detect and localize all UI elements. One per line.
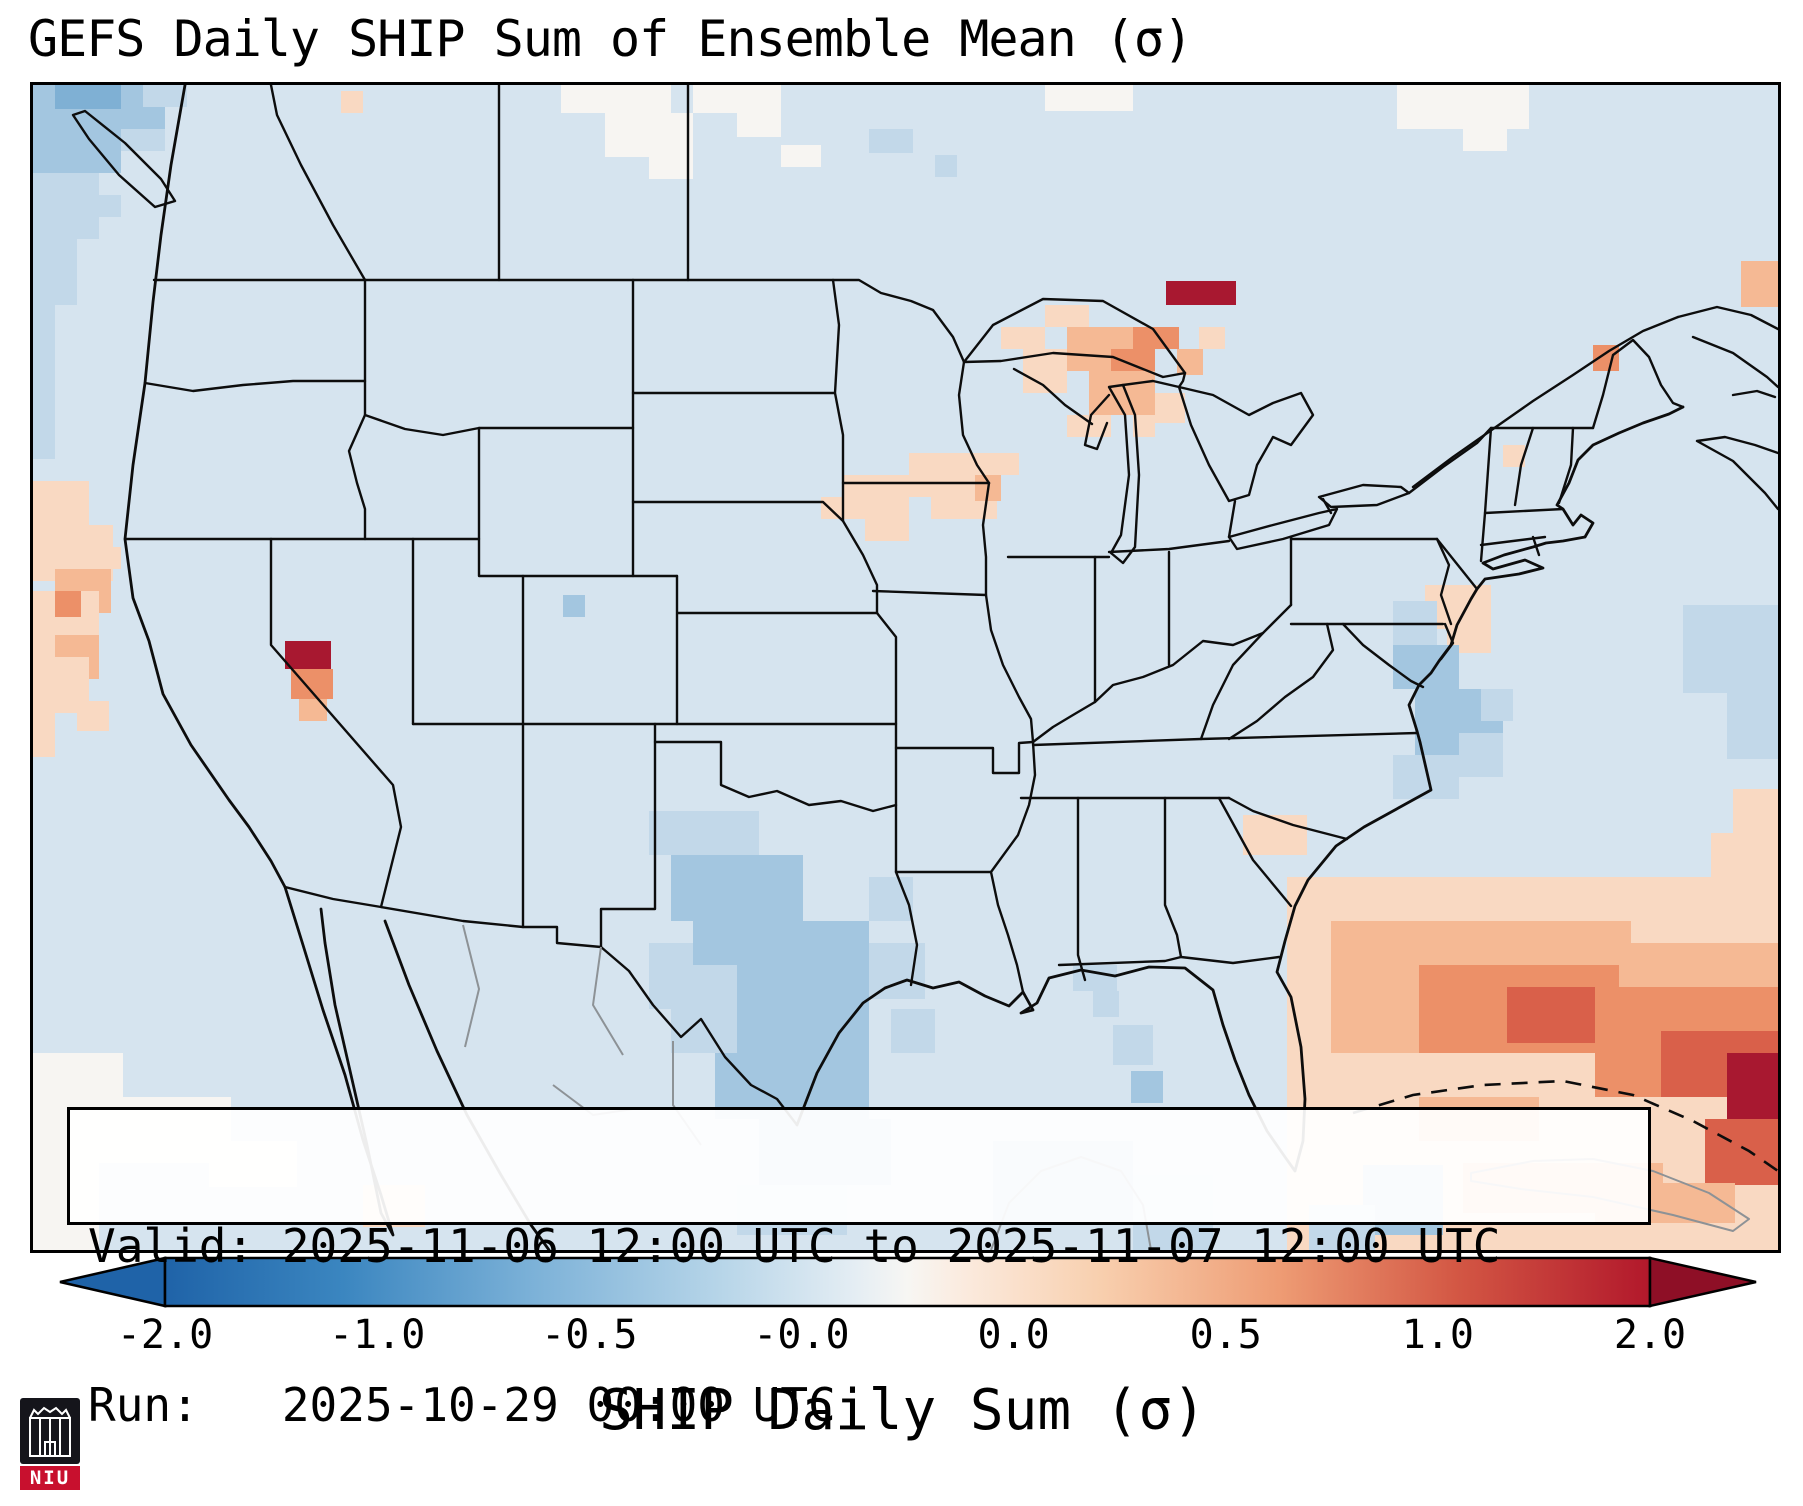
colorbar-tick: -0.5 (541, 1312, 638, 1358)
colorbar-gradient-bar (163, 1256, 1652, 1308)
anomaly-cell (1155, 393, 1185, 423)
anomaly-cell (33, 415, 55, 459)
international-borders (152, 85, 1778, 1127)
anomaly-cell (1507, 987, 1595, 1043)
colorbar (30, 1256, 1775, 1308)
maritime-boundary-dashed (1352, 1079, 1778, 1173)
anomaly-cell (1131, 1071, 1163, 1103)
anomaly-cell (121, 129, 165, 151)
anomaly-cell (33, 481, 89, 525)
anomaly-cell (1045, 305, 1089, 327)
anomaly-cell (143, 85, 187, 107)
page-title: GEFS Daily SHIP Sum of Ensemble Mean (σ) (28, 10, 1193, 68)
map: Valid: 2025-11-06 12:00 UTC to 2025-11-0… (30, 82, 1781, 1432)
anomaly-cell (693, 85, 781, 113)
anomaly-cell (1503, 445, 1525, 467)
colorbar-right-arrow (1648, 1256, 1757, 1308)
anomaly-cell (33, 713, 55, 757)
anomaly-cell (935, 155, 957, 177)
colorbar-tick: -2.0 (116, 1312, 214, 1358)
run-time-text: Run: 2025-10-29 00:00 UTC (88, 1378, 836, 1432)
colorbar-tick: -1.0 (328, 1312, 426, 1358)
anomaly-cell (1705, 1119, 1778, 1185)
anomaly-cell (1727, 693, 1778, 759)
colorbar-ticks: -2.0 -1.0 -0.5 -0.0 0.0 0.5 1.0 2.0 (30, 1312, 1775, 1362)
colorbar-tick: 0.5 (1189, 1312, 1262, 1358)
state-borders-east (1019, 426, 1575, 982)
anomaly-cell (99, 195, 121, 217)
anomaly-cell (891, 1009, 935, 1053)
anomaly-cell (1113, 1025, 1153, 1065)
anomaly-cell (1133, 327, 1179, 349)
anomaly-cell (1166, 281, 1236, 305)
anomaly-cell (1133, 415, 1155, 437)
anomaly-cell (55, 85, 121, 109)
anomaly-cell (1073, 965, 1117, 991)
anomaly-cell (1243, 815, 1307, 855)
anomaly-cell (1711, 833, 1778, 877)
anomaly-cell (341, 91, 363, 113)
anomaly-cell (1463, 129, 1507, 151)
anomaly-cell (1177, 349, 1203, 375)
anomaly-cell (1393, 645, 1459, 689)
anomaly-cell (77, 701, 109, 731)
anomaly-cell (1683, 605, 1778, 693)
state-borders-central (631, 278, 1293, 994)
anomaly-cell (605, 113, 693, 157)
anomaly-cell (781, 145, 821, 167)
anomaly-cell (291, 669, 333, 699)
anomaly-cell (99, 547, 121, 569)
anomaly-cell (1093, 991, 1119, 1017)
state-borders-west (123, 278, 898, 949)
anomaly-cell (55, 591, 81, 617)
anomaly-cell (1397, 85, 1529, 129)
anomaly-cell (865, 519, 909, 541)
anomaly-cell (975, 453, 1019, 475)
colorbar-canvas (59, 1256, 1757, 1308)
colorbar-axis-label: SHIP Daily Sum (σ) (599, 1378, 1206, 1443)
anomaly-cell (1199, 327, 1225, 349)
map-canvas (33, 85, 1778, 1250)
anomaly-cell (77, 217, 99, 239)
anomaly-cell (33, 305, 55, 415)
anomaly-cell (563, 595, 585, 617)
anomaly-cell (649, 943, 693, 1009)
anomaly-cell (299, 699, 327, 721)
anomaly-cell (649, 811, 759, 855)
niu-logo: NIU (20, 1398, 80, 1490)
anomaly-cell (33, 239, 77, 305)
anomaly-cell (1481, 689, 1513, 721)
anomaly-cell (869, 129, 913, 153)
anomaly-cell (671, 855, 803, 921)
colorbar-tick: 1.0 (1401, 1312, 1474, 1358)
anomaly-cell (561, 85, 671, 113)
info-box: Valid: 2025-11-06 12:00 UTC to 2025-11-0… (67, 1107, 1651, 1432)
colorbar-tick: 2.0 (1613, 1312, 1687, 1358)
anomaly-cell (737, 113, 781, 137)
anomaly-cell (1741, 261, 1778, 307)
anomaly-cell (931, 497, 997, 519)
niu-castle-icon (20, 1398, 80, 1464)
anomaly-cell (1001, 327, 1045, 349)
anomaly-cell (1045, 85, 1133, 111)
colorbar-tick: 0.0 (977, 1312, 1050, 1358)
anomaly-cell (285, 641, 331, 669)
valid-time-text: Valid: 2025-11-06 12:00 UTC to 2025-11-0… (88, 1219, 1501, 1273)
anomaly-cell (1459, 733, 1503, 777)
colorbar-tick: -0.0 (753, 1312, 850, 1358)
great-lakes (962, 297, 1411, 565)
niu-logo-text: NIU (20, 1466, 80, 1490)
anomaly-cell (33, 129, 121, 173)
anomaly-cell (649, 157, 693, 179)
